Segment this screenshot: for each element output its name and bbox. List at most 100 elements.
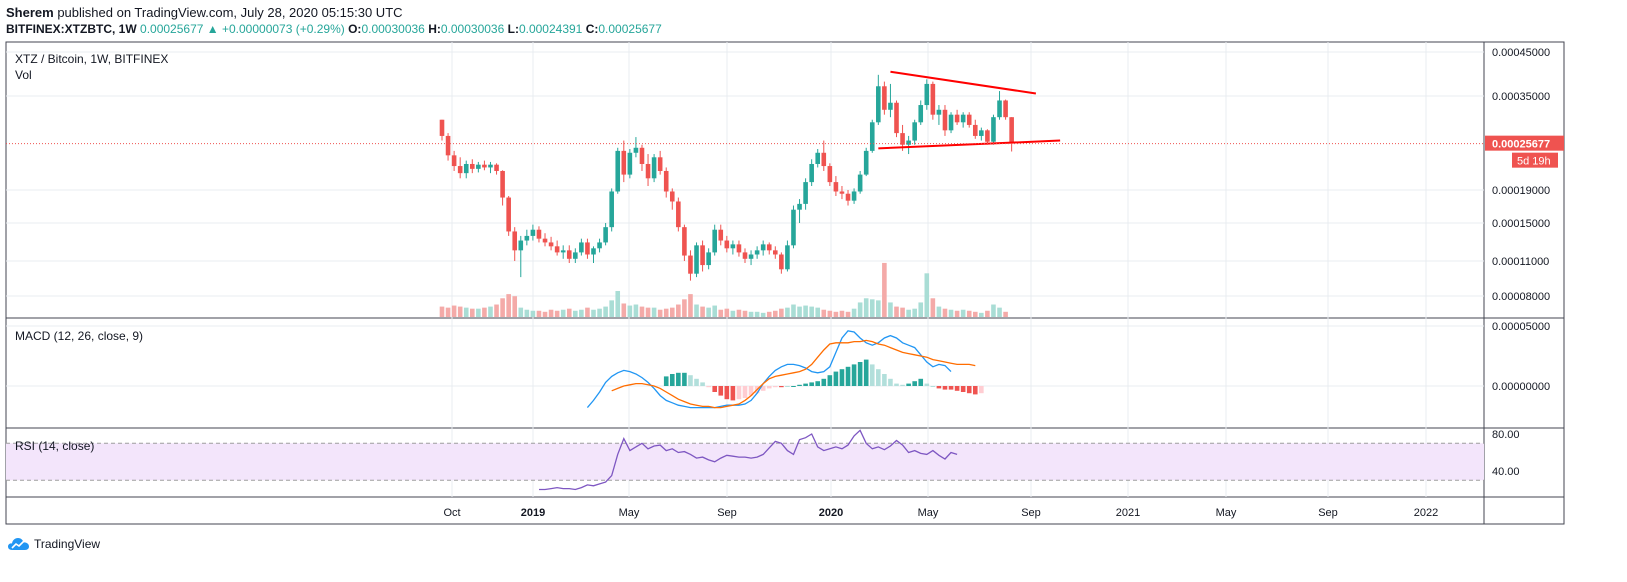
- axis-labels: Oct 2019 May Sep 2020 May Sep 2021 May Sep 2022 0.0…: [443, 47, 1550, 519]
- volume-bar: [730, 310, 736, 317]
- volume-bar: [979, 312, 984, 317]
- volume-bar: [785, 307, 790, 317]
- macd-hist-bar: [663, 376, 669, 386]
- open-label: O:: [348, 22, 362, 36]
- candle-body: [633, 147, 639, 153]
- volume-bar: [857, 302, 863, 317]
- candle-body: [730, 244, 736, 249]
- macd-hist-bar: [966, 386, 972, 394]
- candle-body: [809, 163, 814, 183]
- volume-bar: [700, 306, 705, 317]
- macd-hist-bar: [718, 386, 724, 396]
- volume-bar: [954, 310, 960, 317]
- trendline: [890, 70, 1037, 95]
- candle-body: [948, 114, 954, 131]
- x-tick-label: Oct: [443, 507, 460, 519]
- candle-body: [863, 150, 869, 175]
- candle-body: [851, 191, 857, 201]
- macd-hist-bar: [845, 366, 851, 386]
- candle-body: [524, 235, 530, 241]
- macd-hist-bar: [930, 386, 936, 387]
- macd-hist-bar: [809, 382, 814, 386]
- price-tick-label: 0.00011000: [1492, 256, 1549, 268]
- x-tick-label: 2022: [1414, 507, 1438, 519]
- countdown-value: 5d 19h: [1517, 156, 1551, 168]
- volume-bar: [597, 308, 602, 317]
- high-label: H:: [428, 22, 441, 36]
- macd-hist-bar: [712, 386, 717, 392]
- candle-body: [669, 191, 675, 202]
- candle-body: [785, 245, 790, 270]
- volume-bar: [439, 306, 445, 317]
- candle-body: [591, 248, 596, 255]
- candle-body: [845, 193, 851, 201]
- volume-bar: [579, 309, 584, 317]
- volume-bar: [591, 309, 596, 317]
- candle-body: [912, 122, 917, 141]
- candle-body: [566, 250, 572, 259]
- price-change: ▲ +0.00000073 (+0.29%): [206, 22, 345, 36]
- candle-body: [900, 133, 905, 145]
- volume-bar: [960, 309, 966, 317]
- candle-body: [621, 150, 627, 175]
- macd-hist-bar: [815, 381, 821, 386]
- brand-name: TradingView: [34, 537, 101, 551]
- signal-line: [611, 339, 976, 409]
- outer-frame: [5, 41, 1565, 525]
- price-badge: 0.00025677 5d 19h: [1485, 135, 1564, 168]
- candle-body: [627, 152, 633, 175]
- volume-bar: [736, 309, 742, 317]
- volume-bar: [742, 310, 748, 317]
- volume-bar: [566, 308, 572, 317]
- tradingview-logo[interactable]: TradingView: [8, 537, 100, 551]
- last-price: 0.00025677: [140, 22, 204, 36]
- candle-body: [857, 174, 863, 192]
- trendline: [878, 139, 1061, 150]
- x-tick-label: Sep: [1021, 507, 1041, 519]
- volume-bar: [530, 310, 536, 317]
- x-tick-label: May: [1216, 507, 1237, 519]
- volume-bar: [851, 308, 857, 317]
- candle-body: [542, 238, 548, 243]
- price-badge-bg: [1485, 135, 1564, 151]
- rsi-tick-label: 80.00: [1492, 429, 1520, 441]
- volume-bar: [748, 311, 754, 317]
- volume-bar: [676, 304, 681, 317]
- macd-hist-bar: [760, 386, 766, 391]
- candle-body: [718, 229, 724, 241]
- candle-body: [603, 227, 608, 243]
- candle-body: [960, 114, 966, 123]
- volume-bar: [906, 309, 911, 317]
- candle-body: [966, 114, 972, 125]
- volume-bar: [603, 306, 608, 317]
- volume-bar: [682, 299, 687, 317]
- macd-hist-bar: [724, 386, 730, 400]
- volume-bar: [869, 299, 875, 317]
- macd-hist-bar: [894, 383, 899, 386]
- macd-hist-bar: [924, 383, 930, 386]
- volume-bar: [930, 298, 936, 317]
- macd-line: [586, 330, 952, 409]
- volume-bar: [476, 308, 481, 317]
- candle-body: [876, 86, 881, 123]
- volume-bar: [797, 306, 802, 317]
- volume-bar: [669, 307, 675, 317]
- volume-bar: [833, 311, 839, 317]
- candle-body: [518, 240, 524, 251]
- volume-bar: [457, 306, 463, 317]
- candle-body: [506, 197, 511, 232]
- candle-body: [488, 164, 493, 168]
- volume-bar: [542, 311, 548, 317]
- candle-body: [530, 229, 536, 236]
- volume-bar: [827, 310, 833, 317]
- rsi-band: [6, 442, 1484, 481]
- macd-tick-label: 0.00000000: [1492, 381, 1550, 393]
- chart-frame: [5, 41, 1565, 525]
- open-value: 0.00030036: [361, 22, 425, 36]
- macd-hist-bar: [954, 386, 960, 391]
- trendlines[interactable]: [878, 70, 1061, 150]
- volume-bar: [633, 304, 639, 317]
- candle-body: [554, 246, 560, 253]
- volume-bar: [821, 309, 827, 317]
